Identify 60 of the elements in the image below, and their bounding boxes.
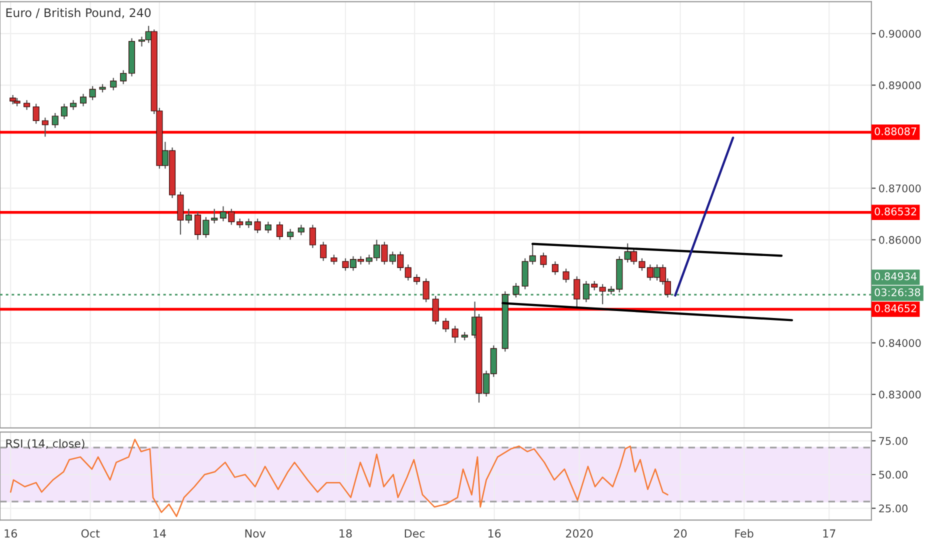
candlestick [309,224,316,249]
candlestick [320,241,327,262]
candlestick [287,228,294,240]
candlestick [512,282,520,298]
x-tick-label: 2020 [566,529,593,538]
y-tick-label: 0.84000 [879,339,921,347]
candlestick [442,318,450,333]
x-tick-label: 18 [340,529,352,538]
candlestick [10,94,16,105]
candlestick [264,221,272,234]
ref-line-label: 0.86532 [874,207,916,216]
y-tick-label: 25.00 [879,504,908,512]
candlestick [89,86,96,101]
text: RSI (14, close) [6,439,84,449]
candlestick [211,208,218,224]
ref-line-label: 0.84934 [874,272,917,280]
x-tick-label: Dec [404,529,425,538]
x-tick-label: Oct [81,529,100,538]
chart-title: Euro / British Pound, 240 [6,8,151,18]
x-tick-label: 17 [823,529,836,538]
ref-line-label: 0.88087 [874,127,916,136]
x-tick-label: 14 [154,529,166,538]
candlestick [120,70,127,85]
x-tick-label: 16 [4,529,17,538]
candlestick [599,284,606,305]
candlestick [245,218,252,228]
candlestick [330,254,338,266]
candlestick [422,278,430,303]
text: 03:26:38 [874,288,920,296]
candlestick [52,112,58,128]
candlestick [42,117,48,138]
ref-line-label: 0.84652 [874,304,916,312]
candlestick [60,103,68,120]
candlestick [540,252,547,268]
x-tick-label: Nov [245,529,266,538]
candlestick [574,276,580,308]
x-tick-label: Feb [735,529,754,538]
candlestick [236,218,244,228]
x-tick-label: 20 [674,529,687,538]
y-tick-label: 50.00 [879,470,908,479]
y-tick-label: 75.00 [879,437,908,445]
y-tick-label: 0.90000 [879,30,921,38]
candlestick [70,100,77,110]
y-tick-label: 0.87000 [879,184,921,192]
candlestick [24,100,30,110]
candlestick [414,274,420,286]
candlestick [552,260,558,276]
candlestick [432,295,439,325]
y-tick-label: 0.89000 [879,81,921,90]
y-tick-label: 0.83000 [879,390,921,399]
y-tick-label: 0.86000 [879,236,921,244]
candlestick [298,224,304,236]
candlestick [276,221,283,240]
candlestick [110,77,117,91]
candlestick [452,325,458,344]
candlestick [254,218,261,234]
candlestick [80,93,87,107]
x-tick-label: 16 [488,529,501,538]
candlestick [32,103,40,124]
candlestick [562,268,570,284]
